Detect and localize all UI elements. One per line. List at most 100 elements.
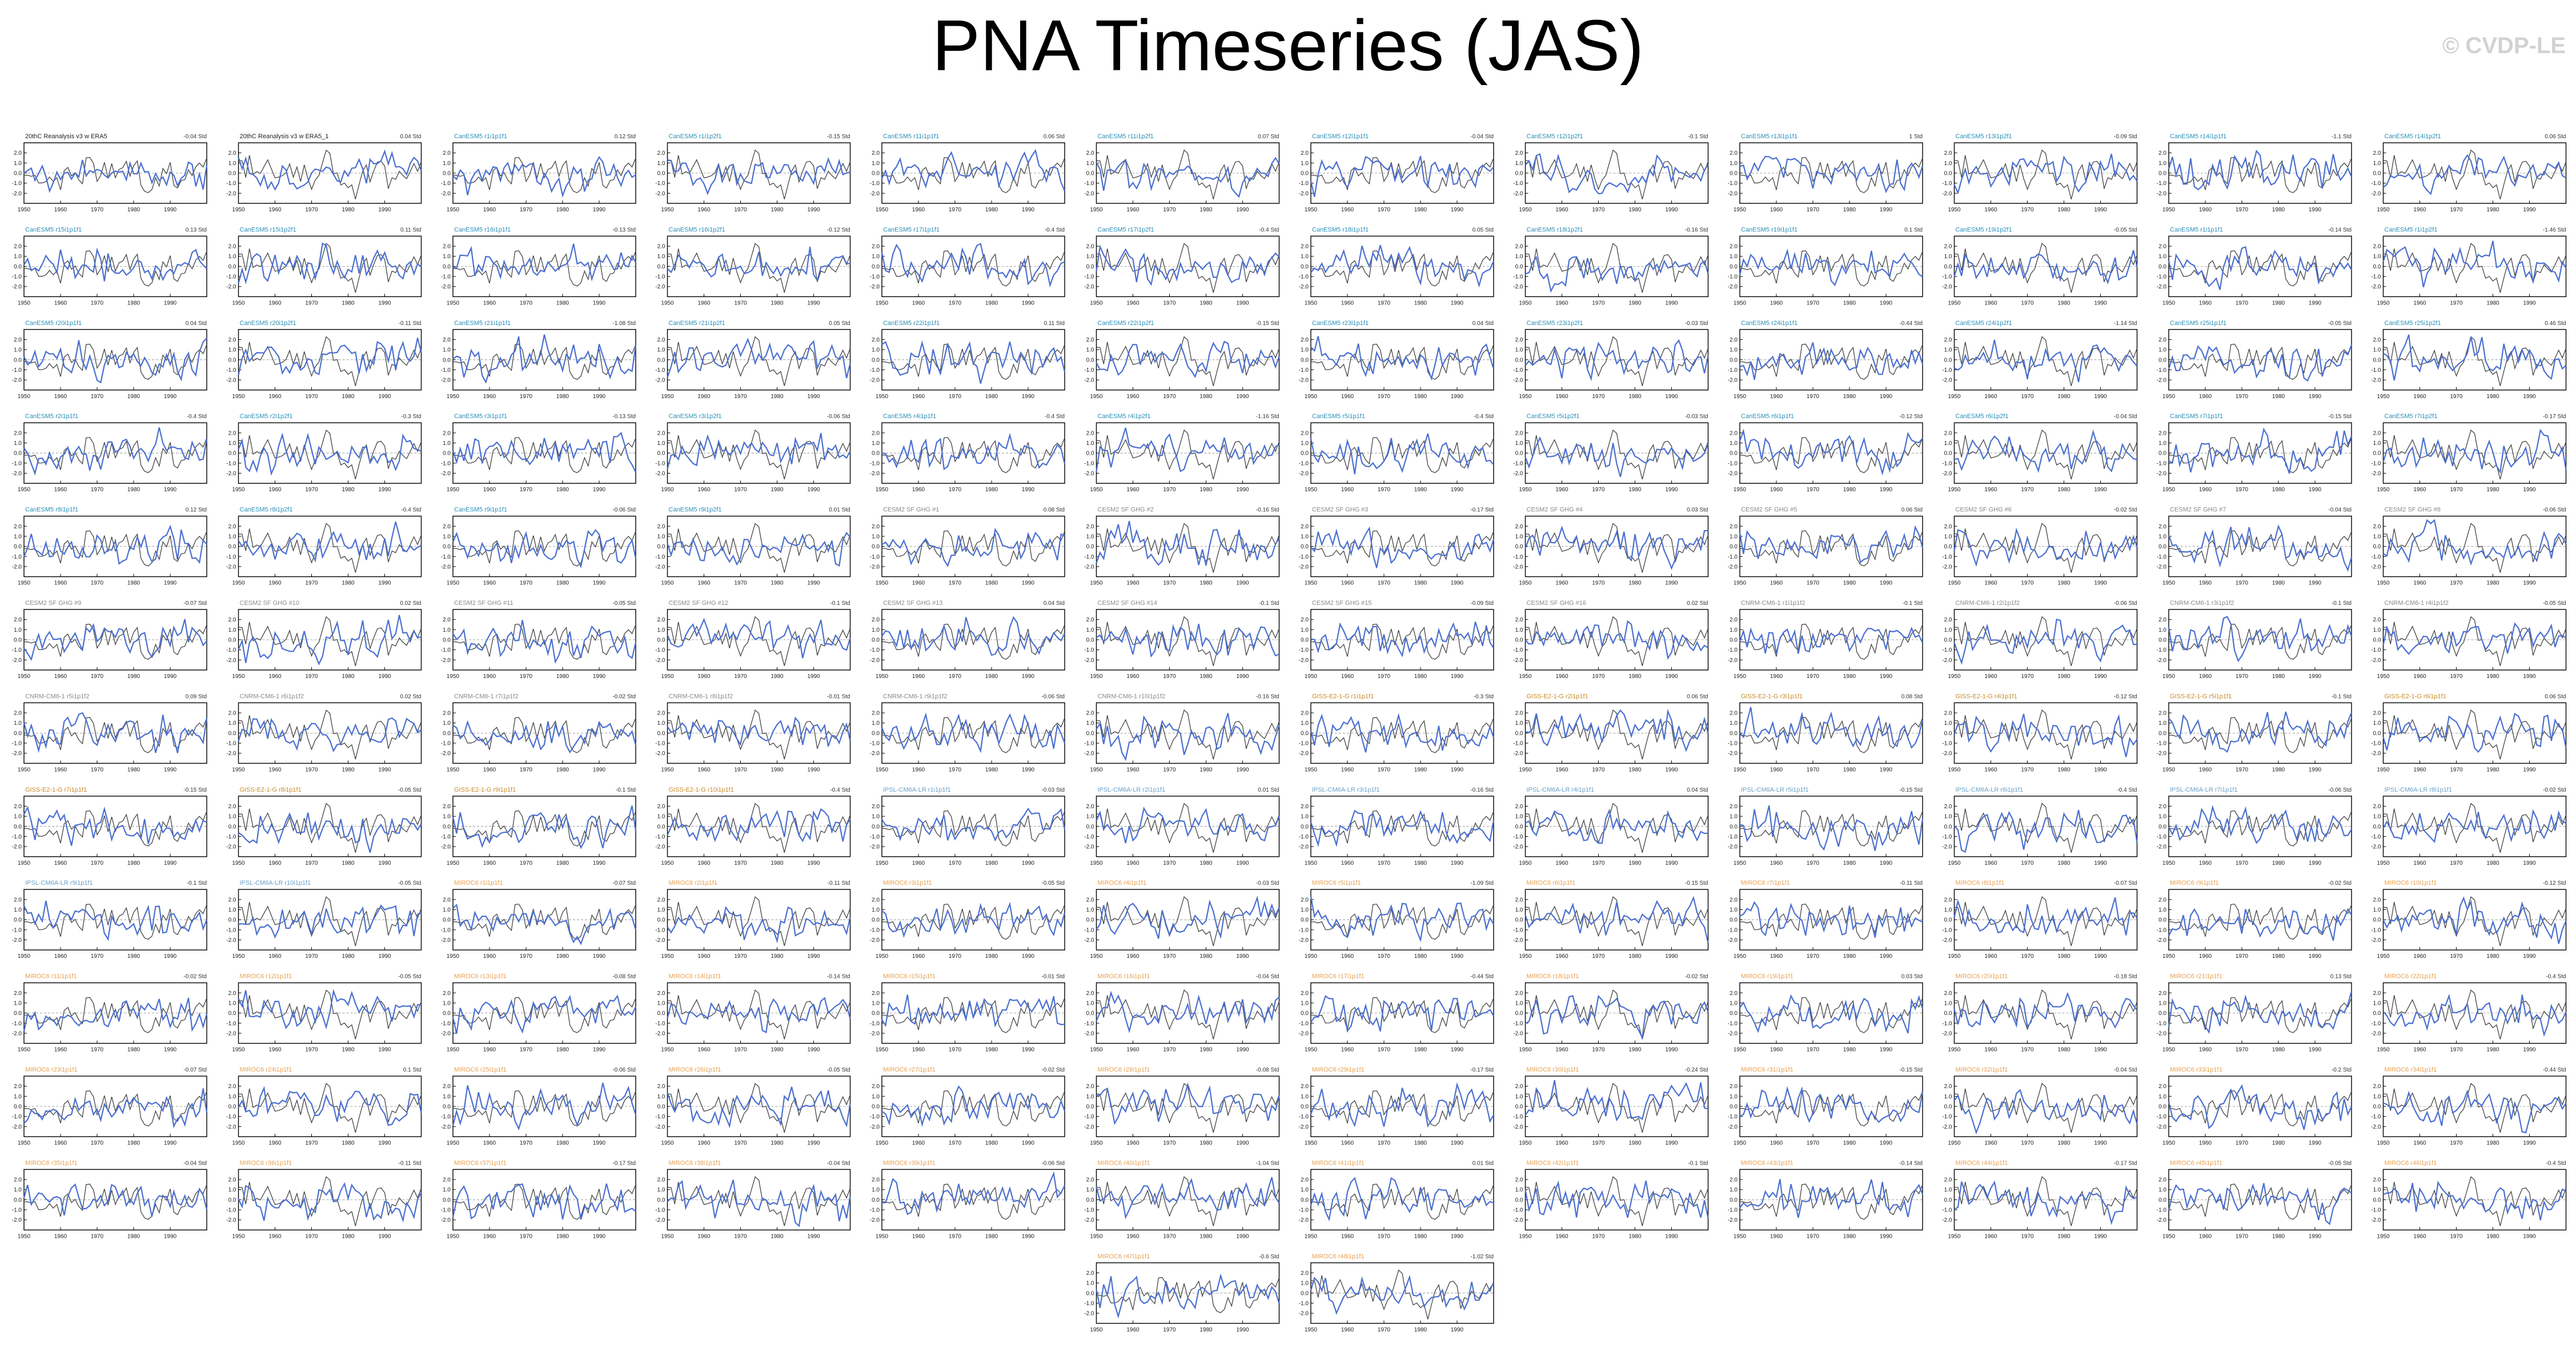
- y-tick-label: 2.0: [443, 617, 451, 623]
- x-tick-label: 1950: [1948, 580, 1961, 587]
- panel-trend-label: -0.05 Std: [398, 974, 422, 980]
- x-tick-label: 1950: [661, 1047, 674, 1053]
- x-tick-label: 1980: [2272, 767, 2285, 773]
- x-tick-label: 1960: [2413, 1140, 2426, 1146]
- y-tick-label: -2.0: [1299, 1124, 1309, 1130]
- x-tick-label: 1970: [2450, 207, 2463, 213]
- x-tick-label: 1980: [127, 487, 141, 493]
- observations-line: [2168, 717, 2352, 753]
- panel-frame: [2168, 329, 2352, 391]
- x-tick-label: 1950: [1090, 487, 1103, 493]
- x-tick-label: 1950: [1305, 580, 1318, 587]
- panel-frame: [667, 515, 851, 577]
- panel-title: MIROC6 r13i1p1f1: [454, 973, 507, 980]
- x-tick-label: 1960: [268, 953, 282, 960]
- y-tick-label: 0.0: [657, 731, 665, 737]
- model-line: [1310, 621, 1494, 657]
- y-tick-label: -2.0: [2157, 844, 2167, 850]
- x-tick-label: 1970: [1592, 394, 1605, 400]
- y-tick-label: -1.0: [2157, 460, 2167, 467]
- y-tick-label: -1.0: [1299, 834, 1309, 840]
- y-tick-label: -1.0: [12, 1207, 22, 1214]
- panel-title: CESM2 SF GHG #1: [883, 507, 939, 513]
- y-tick-label: -2.0: [1084, 1030, 1094, 1037]
- x-tick-label: 1960: [2413, 1047, 2426, 1053]
- x-tick-label: 1960: [1126, 860, 1139, 866]
- x-tick-label: 1970: [734, 673, 747, 680]
- y-tick-label: -2.0: [2371, 937, 2381, 944]
- x-tick-label: 1950: [1519, 580, 1532, 587]
- panel-trend-label: 0.07 Std: [1258, 134, 1279, 140]
- y-tick-label: 2.0: [2373, 617, 2381, 623]
- y-tick-label: 1.0: [14, 1094, 22, 1100]
- x-tick-label: 1970: [1163, 953, 1176, 960]
- x-tick-label: 1980: [556, 1140, 569, 1146]
- x-tick-label: 1950: [1090, 953, 1103, 960]
- y-tick-label: -2.0: [1084, 191, 1094, 197]
- chart-panel: CESM2 SF GHG #16 0.02 Std2.01.00.0-1.0-2.…: [1513, 600, 1709, 680]
- x-tick-label: 1980: [342, 1140, 355, 1146]
- chart-panel: CanESM5 r5i1p1f1 -0.4 Std2.01.00.0-1.0-2.…: [1299, 413, 1494, 493]
- x-tick-label: 1990: [2094, 767, 2107, 773]
- model-line: [23, 1183, 208, 1217]
- chart-panel: MIROC6 r47i1p1f1 -0.6 Std2.01.00.0-1.0-2.…: [1084, 1253, 1280, 1333]
- panel-trend-label: 0.02 Std: [400, 693, 421, 700]
- x-tick-label: 1990: [1665, 300, 1678, 306]
- y-tick-label: -2.0: [655, 378, 665, 384]
- y-tick-label: 0.0: [443, 917, 451, 924]
- model-line: [1310, 244, 1495, 288]
- x-tick-label: 1990: [1022, 300, 1035, 306]
- y-tick-label: -2.0: [655, 1030, 665, 1037]
- y-tick-label: 1.0: [1515, 347, 1523, 354]
- x-tick-label: 1990: [593, 580, 606, 587]
- y-tick-label: -2.0: [226, 378, 236, 384]
- y-tick-label: 1.0: [443, 533, 451, 540]
- y-tick-label: 0.0: [1944, 544, 1952, 550]
- x-tick-label: 1980: [127, 860, 141, 866]
- y-tick-label: 2.0: [14, 1084, 22, 1090]
- model-line: [452, 805, 637, 849]
- panel-frame: [23, 796, 207, 857]
- x-tick-label: 1970: [2021, 1140, 2034, 1146]
- x-tick-label: 1960: [2413, 487, 2426, 493]
- x-tick-label: 1960: [1555, 487, 1568, 493]
- x-tick-label: 1990: [593, 487, 606, 493]
- panel-trend-label: -1.46 Std: [2543, 227, 2566, 233]
- x-tick-label: 1960: [1555, 673, 1568, 680]
- panel-frame: [1739, 329, 1923, 391]
- y-tick-label: -2.0: [1084, 937, 1094, 944]
- y-tick-label: 0.0: [1301, 1197, 1309, 1203]
- y-tick-label: -1.0: [2371, 180, 2381, 187]
- x-tick-label: 1970: [1163, 673, 1176, 680]
- chart-panel: MIROC6 r42i1p1f1 -0.1 Std2.01.00.0-1.0-2.…: [1513, 1160, 1709, 1239]
- panel-trend-label: 0.1 Std: [1904, 227, 1923, 233]
- panel-title: CanESM5 r6i1p2f1: [1956, 413, 2009, 420]
- x-tick-label: 1960: [2199, 860, 2212, 866]
- x-tick-label: 1990: [2523, 580, 2536, 587]
- x-tick-label: 1980: [1199, 207, 1213, 213]
- y-tick-label: 0.0: [2158, 264, 2166, 270]
- y-tick-label: -1.0: [1513, 1207, 1523, 1214]
- observations-line: [1310, 1183, 1494, 1220]
- y-tick-label: -2.0: [655, 937, 665, 944]
- x-tick-label: 1960: [268, 767, 282, 773]
- x-tick-label: 1990: [1236, 300, 1249, 306]
- x-tick-label: 1980: [342, 300, 355, 306]
- panel-title: MIROC6 r48i1p1f1: [1312, 1253, 1365, 1260]
- panel-title: CanESM5 r11i1p1f1: [883, 133, 939, 140]
- x-tick-label: 1980: [2272, 1047, 2285, 1053]
- y-tick-label: -2.0: [226, 564, 236, 570]
- x-tick-label: 1950: [1305, 300, 1318, 306]
- panel-trend-label: -0.02 Std: [2328, 880, 2352, 886]
- x-tick-label: 1960: [483, 487, 496, 493]
- y-tick-label: 2.0: [14, 804, 22, 810]
- y-tick-label: -1.0: [1942, 927, 1952, 933]
- y-tick-label: 2.0: [2373, 897, 2381, 903]
- panel-frame: [452, 702, 636, 764]
- x-tick-label: 1990: [378, 767, 391, 773]
- y-tick-label: 0.0: [2373, 1010, 2381, 1017]
- model-line: [1310, 713, 1495, 753]
- panel-title: MIROC6 r35i1p1f1: [25, 1160, 78, 1166]
- panel-title: CNRM-CM6-1 r7i1p1f2: [454, 693, 518, 700]
- panel-trend-label: -0.05 Std: [398, 787, 422, 793]
